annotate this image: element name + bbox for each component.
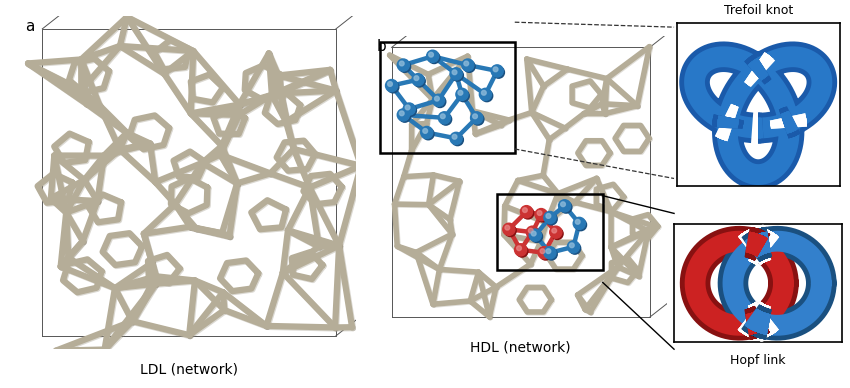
Circle shape	[520, 206, 533, 218]
Circle shape	[403, 103, 416, 115]
Circle shape	[550, 226, 562, 238]
Circle shape	[405, 105, 416, 116]
Circle shape	[514, 244, 527, 256]
Circle shape	[458, 90, 462, 95]
Circle shape	[450, 68, 462, 80]
Circle shape	[452, 70, 457, 74]
Circle shape	[544, 211, 556, 223]
Text: a: a	[26, 19, 35, 34]
Circle shape	[471, 112, 483, 124]
Circle shape	[457, 90, 469, 102]
Circle shape	[473, 114, 478, 119]
Circle shape	[414, 76, 419, 81]
Circle shape	[473, 114, 484, 125]
Circle shape	[493, 67, 504, 78]
Circle shape	[546, 249, 551, 253]
Circle shape	[405, 105, 410, 110]
Circle shape	[434, 96, 439, 101]
Circle shape	[538, 247, 550, 259]
Circle shape	[450, 132, 462, 144]
Circle shape	[558, 200, 570, 212]
Circle shape	[481, 90, 493, 102]
Circle shape	[421, 126, 433, 139]
Circle shape	[440, 114, 445, 119]
Circle shape	[523, 208, 527, 213]
Circle shape	[573, 217, 586, 229]
Circle shape	[575, 220, 580, 224]
Circle shape	[522, 207, 534, 219]
Circle shape	[546, 248, 558, 260]
Circle shape	[451, 69, 463, 81]
Circle shape	[400, 61, 404, 66]
Circle shape	[575, 219, 586, 231]
Text: Hopf link: Hopf link	[730, 354, 786, 367]
Circle shape	[440, 114, 451, 125]
Circle shape	[439, 112, 451, 124]
Circle shape	[412, 74, 424, 86]
Circle shape	[422, 128, 434, 140]
Circle shape	[570, 243, 575, 248]
Circle shape	[464, 61, 468, 66]
Circle shape	[540, 248, 552, 260]
Circle shape	[516, 246, 528, 257]
Circle shape	[546, 213, 558, 225]
Circle shape	[491, 65, 503, 77]
Circle shape	[569, 242, 581, 254]
Circle shape	[422, 128, 428, 133]
Circle shape	[427, 50, 439, 62]
Circle shape	[414, 75, 425, 87]
Circle shape	[528, 228, 540, 239]
Circle shape	[463, 61, 475, 72]
Circle shape	[505, 225, 516, 237]
Circle shape	[397, 109, 410, 121]
Circle shape	[537, 211, 542, 215]
Circle shape	[531, 231, 542, 242]
Circle shape	[540, 249, 545, 253]
Circle shape	[397, 59, 410, 71]
Circle shape	[388, 81, 399, 93]
Circle shape	[546, 213, 551, 218]
Circle shape	[386, 80, 398, 92]
Circle shape	[531, 231, 536, 236]
Circle shape	[400, 111, 404, 116]
Circle shape	[433, 94, 445, 106]
Circle shape	[530, 229, 541, 241]
Circle shape	[517, 246, 521, 251]
Circle shape	[536, 208, 547, 221]
Text: Trefoil knot: Trefoil knot	[723, 4, 793, 17]
Circle shape	[552, 228, 557, 233]
Circle shape	[560, 201, 572, 213]
Circle shape	[561, 202, 565, 207]
Circle shape	[552, 228, 563, 239]
Circle shape	[434, 96, 445, 107]
Circle shape	[537, 210, 548, 222]
Circle shape	[428, 52, 440, 64]
Circle shape	[399, 111, 411, 122]
Circle shape	[493, 67, 498, 72]
Circle shape	[399, 61, 411, 72]
Circle shape	[456, 88, 468, 100]
Circle shape	[479, 88, 491, 100]
Circle shape	[526, 226, 538, 238]
Circle shape	[452, 134, 457, 139]
Circle shape	[388, 81, 393, 87]
Circle shape	[462, 59, 474, 71]
Circle shape	[544, 247, 556, 259]
Circle shape	[481, 90, 486, 95]
Text: LDL (network): LDL (network)	[140, 362, 238, 376]
Text: HDL (network): HDL (network)	[470, 341, 571, 355]
Circle shape	[428, 52, 434, 57]
Circle shape	[505, 225, 510, 230]
Circle shape	[567, 241, 580, 253]
Circle shape	[451, 134, 463, 146]
Circle shape	[503, 223, 515, 236]
Text: b: b	[377, 39, 387, 54]
Circle shape	[529, 228, 533, 233]
